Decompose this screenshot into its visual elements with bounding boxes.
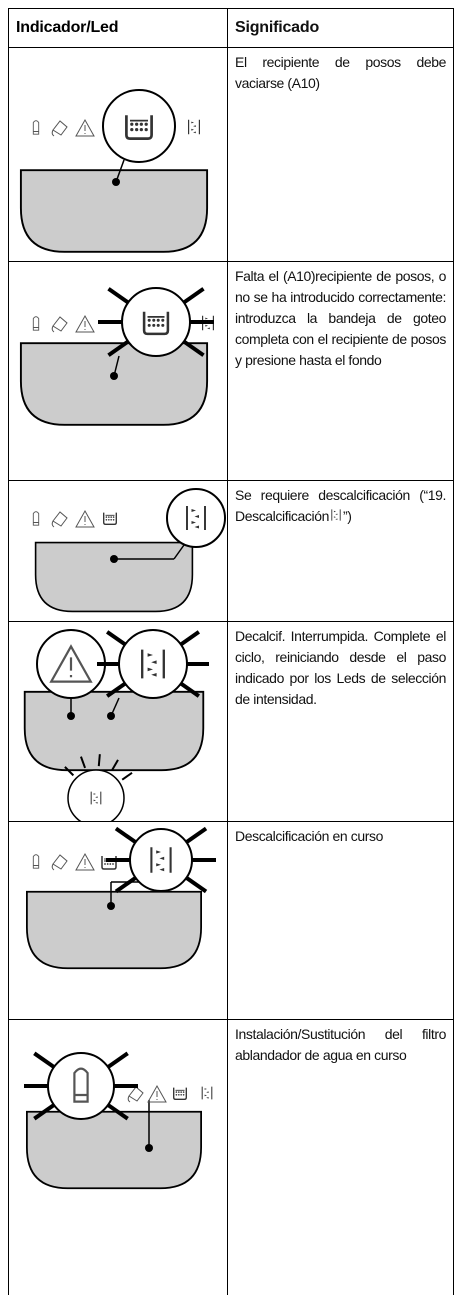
illustration-cell bbox=[9, 822, 228, 1019]
meaning: Descalcificación en curso bbox=[235, 828, 383, 844]
illustration bbox=[19, 89, 209, 253]
ray bbox=[111, 759, 119, 771]
illustration-cell bbox=[9, 262, 228, 480]
header-cell: Indicador/Led bbox=[9, 9, 228, 47]
illustration-cell bbox=[9, 48, 228, 261]
illustration-cell bbox=[9, 622, 228, 821]
illustration bbox=[32, 488, 226, 613]
illustration-cell bbox=[9, 1020, 228, 1295]
table: Indicador/Led Significado El recipiente … bbox=[8, 8, 454, 1295]
illustration bbox=[19, 287, 214, 426]
header-cell: Significado bbox=[235, 19, 320, 36]
header-row: Indicador/Led Significado bbox=[9, 9, 453, 48]
illustration bbox=[24, 1051, 213, 1190]
illustration bbox=[25, 826, 216, 970]
ray bbox=[121, 771, 133, 781]
meaning: Falta el (A10)recipiente de posos, o no … bbox=[235, 268, 446, 368]
decalc-icon bbox=[331, 508, 341, 522]
illustration bbox=[23, 629, 209, 821]
meaning: El recipiente de posos debe vaciarse (A1… bbox=[235, 54, 446, 91]
meaning-text: ”) bbox=[342, 508, 352, 524]
meaning: Se requiere descalcificación (“19. Desca… bbox=[228, 481, 453, 621]
illustration-cell bbox=[9, 481, 228, 621]
meaning-text: Se requiere descalcificación (“19. Desca… bbox=[235, 487, 446, 524]
row: Falta el (A10)recipiente de posos, o no … bbox=[9, 262, 453, 481]
ray bbox=[64, 766, 75, 777]
row: Se requiere descalcificación (“19. Desca… bbox=[9, 481, 453, 622]
row: Descalcificación en curso bbox=[9, 822, 453, 1020]
ray bbox=[80, 756, 86, 769]
meaning: Decalcif. Interrumpida. Complete el cicl… bbox=[235, 628, 446, 707]
row: El recipiente de posos debe vaciarse (A1… bbox=[9, 48, 453, 262]
ray bbox=[97, 754, 101, 767]
row: Instalación/Sustitución del filtro ablan… bbox=[9, 1020, 453, 1295]
row: Decalcif. Interrumpida. Complete el cicl… bbox=[9, 622, 453, 822]
meaning: Instalación/Sustitución del filtro ablan… bbox=[235, 1026, 446, 1063]
